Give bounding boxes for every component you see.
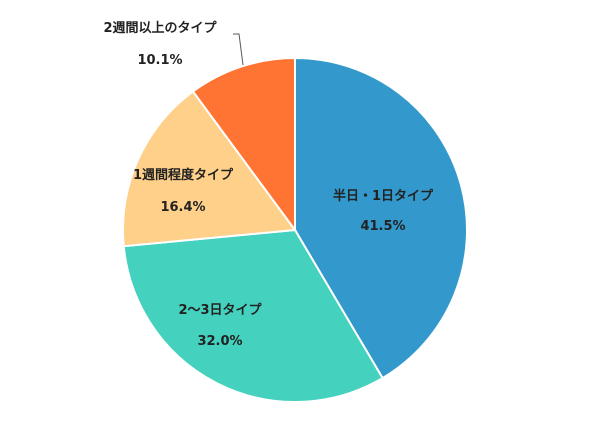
- label-1-week-value: 16.4%: [160, 200, 205, 215]
- label-1-week-name: 1週間程度タイプ: [133, 167, 234, 183]
- pie-labels: 半日・1日タイプ 41.5% 2～3日タイプ 32.0% 1週間程度タイプ 16…: [103, 21, 434, 349]
- slice-2-3-days: [122, 228, 384, 403]
- label-2-weeks-value: 10.1%: [137, 53, 182, 68]
- label-2-3-days-value: 32.0%: [197, 334, 242, 349]
- leader-line-2-weeks: [233, 33, 244, 66]
- label-half-day-name: 半日・1日タイプ: [333, 188, 434, 204]
- label-half-day-value: 41.5%: [360, 219, 405, 234]
- label-2-3-days-name: 2～3日タイプ: [178, 303, 262, 318]
- slice-1-week: [122, 90, 297, 248]
- slice-2-weeks: [191, 56, 296, 234]
- slice-half-day: [294, 56, 468, 380]
- pie-slices: [122, 56, 468, 403]
- label-2-weeks-name: 2週間以上のタイプ: [103, 21, 217, 36]
